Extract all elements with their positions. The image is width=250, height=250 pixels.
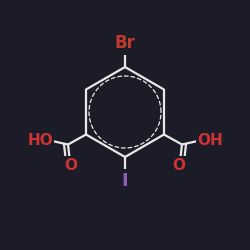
Text: OH: OH — [197, 133, 223, 148]
Text: O: O — [172, 158, 186, 173]
Text: HO: HO — [27, 133, 53, 148]
Text: I: I — [122, 172, 128, 190]
Text: O: O — [64, 158, 78, 173]
Text: Br: Br — [114, 34, 136, 52]
